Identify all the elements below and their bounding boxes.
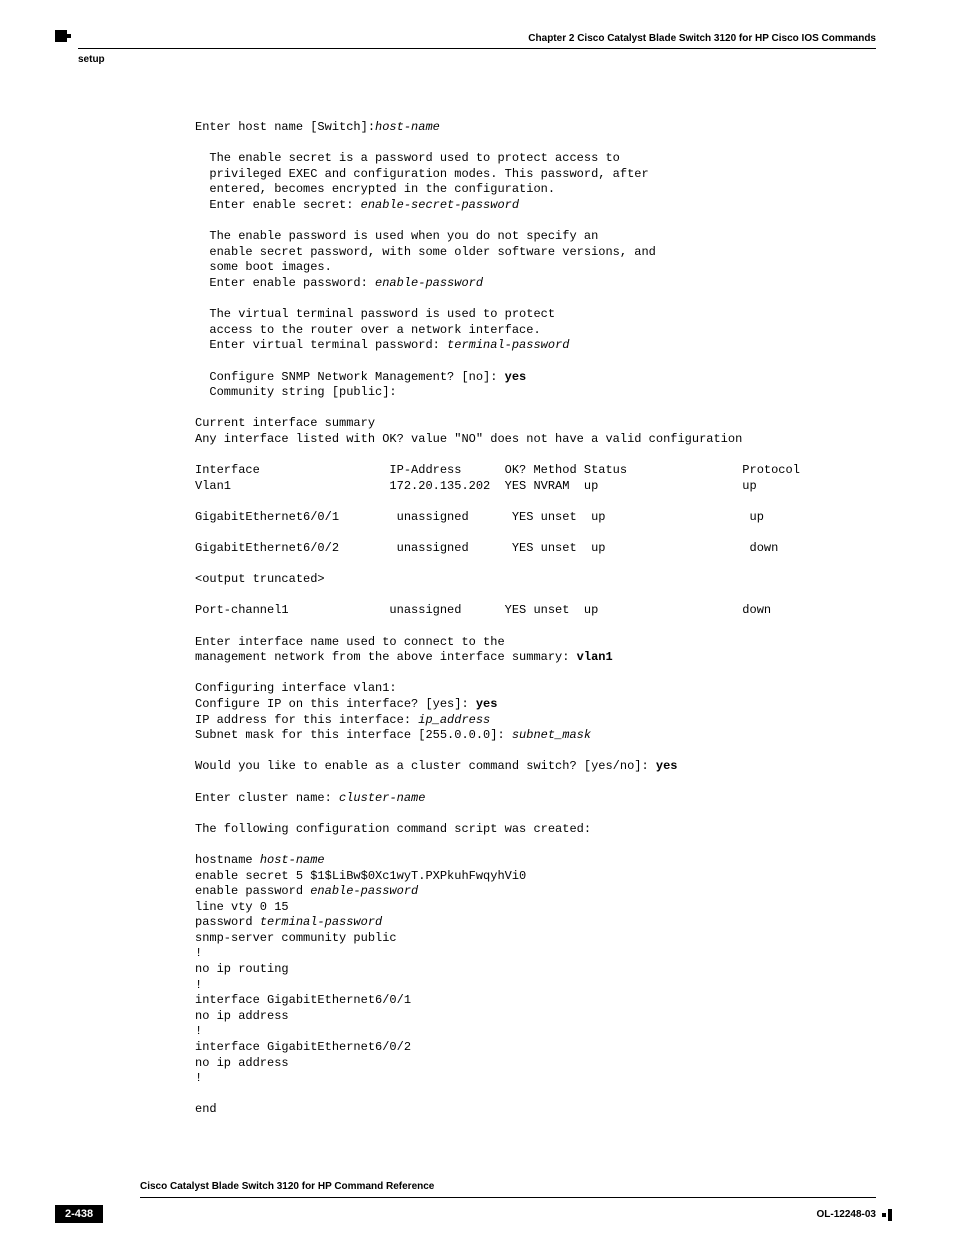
line: Current interface summary — [195, 416, 375, 430]
line: The following configuration command scri… — [195, 822, 591, 836]
ip-address-var: ip_address — [418, 713, 490, 727]
line: interface GigabitEthernet6/0/2 — [195, 1040, 411, 1054]
line: hostname — [195, 853, 260, 867]
line: line vty 0 15 — [195, 900, 289, 914]
line: Subnet mask for this interface [255.0.0.… — [195, 728, 512, 742]
line: Would you like to enable as a cluster co… — [195, 759, 656, 773]
line: Configure SNMP Network Management? [no]: — [195, 370, 505, 384]
line: Enter host name [Switch]: — [195, 120, 375, 134]
line: entered, becomes encrypted in the config… — [195, 182, 555, 196]
line: The virtual terminal password is used to… — [195, 307, 555, 321]
line: Enter cluster name: — [195, 791, 339, 805]
header-rule — [78, 48, 876, 49]
line: Enter enable secret: — [195, 198, 361, 212]
line: no ip address — [195, 1009, 289, 1023]
line: ! — [195, 1071, 202, 1085]
line: Any interface listed with OK? value "NO"… — [195, 432, 742, 446]
line: The enable password is used when you do … — [195, 229, 598, 243]
hostname-var2: host-name — [260, 853, 325, 867]
line: Configuring interface vlan1: — [195, 681, 397, 695]
table-row: Port-channel1 unassigned YES unset up do… — [195, 603, 771, 617]
line: some boot images. — [195, 260, 332, 274]
hostname-var: host-name — [375, 120, 440, 134]
line: Configure IP on this interface? [yes]: — [195, 697, 476, 711]
subnet-mask-var: subnet_mask — [512, 728, 591, 742]
vlan1-bold: vlan1 — [577, 650, 613, 664]
enable-password-var: enable-password — [375, 276, 483, 290]
line: Enter interface name used to connect to … — [195, 635, 505, 649]
line: end — [195, 1102, 217, 1116]
line: The enable secret is a password used to … — [195, 151, 620, 165]
line: no ip address — [195, 1056, 289, 1070]
line: management network from the above interf… — [195, 650, 577, 664]
line: enable password — [195, 884, 310, 898]
line: Enter virtual terminal password: — [195, 338, 447, 352]
table-row: Vlan1 172.20.135.202 YES NVRAM up up — [195, 479, 757, 493]
line: interface GigabitEthernet6/0/1 — [195, 993, 411, 1007]
line: snmp-server community public — [195, 931, 397, 945]
line: Community string [public]: — [195, 385, 404, 399]
line: password — [195, 915, 260, 929]
line: privileged EXEC and configuration modes.… — [195, 167, 649, 181]
line: IP address for this interface: — [195, 713, 418, 727]
document-id: OL-12248-03 — [817, 1209, 876, 1220]
line: ! — [195, 1024, 202, 1038]
footer-title: Cisco Catalyst Blade Switch 3120 for HP … — [140, 1181, 434, 1192]
section-label: setup — [78, 54, 105, 65]
terminal-output: Enter host name [Switch]:host-name The e… — [195, 120, 876, 1118]
page-corner-marker — [55, 30, 67, 42]
line: no ip routing — [195, 962, 289, 976]
line: access to the router over a network inte… — [195, 323, 541, 337]
table-header: Interface IP-Address OK? Method Status P… — [195, 463, 800, 477]
snmp-yes: yes — [505, 370, 527, 384]
line: ! — [195, 978, 202, 992]
enable-secret-var: enable-secret-password — [361, 198, 519, 212]
table-row: GigabitEthernet6/0/1 unassigned YES unse… — [195, 510, 764, 524]
cluster-yes: yes — [656, 759, 678, 773]
line: enable secret 5 $1$LiBw$0Xc1wyT.PXPkuhFw… — [195, 869, 526, 883]
line: Enter enable password: — [195, 276, 375, 290]
enable-password-var2: enable-password — [310, 884, 418, 898]
terminal-password-var2: terminal-password — [260, 915, 382, 929]
footer-corner-marker — [888, 1209, 892, 1221]
footer-title-bar: Cisco Catalyst Blade Switch 3120 for HP … — [140, 1176, 876, 1198]
cfg-yes: yes — [476, 697, 498, 711]
line: ! — [195, 946, 202, 960]
table-row: GigabitEthernet6/0/2 unassigned YES unse… — [195, 541, 778, 555]
terminal-password-var: terminal-password — [447, 338, 569, 352]
cluster-name-var: cluster-name — [339, 791, 425, 805]
line: enable secret password, with some older … — [195, 245, 656, 259]
page-number: 2-438 — [55, 1205, 103, 1223]
line: <output truncated> — [195, 572, 325, 586]
chapter-header: Chapter 2 Cisco Catalyst Blade Switch 31… — [528, 33, 876, 44]
